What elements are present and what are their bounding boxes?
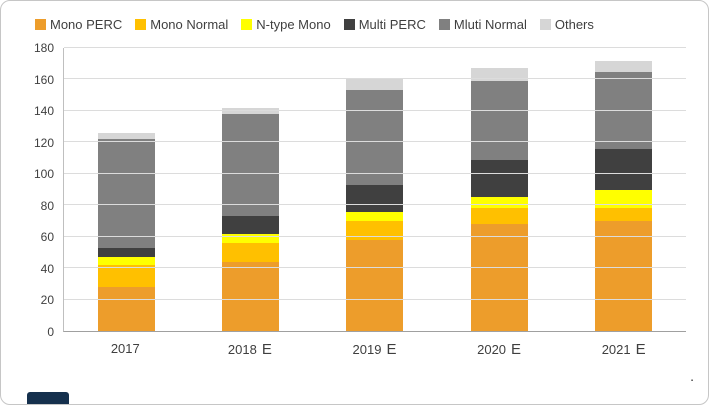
- logo-mark: [27, 392, 69, 404]
- gridline: [64, 235, 686, 237]
- bar-segment-others: [470, 68, 528, 82]
- bar-segment-mono-normal: [97, 264, 155, 287]
- bar-segment-n-type-mono: [346, 211, 404, 221]
- legend-item-mono-perc: Mono PERC: [35, 17, 122, 32]
- bar-column-2021-e: [595, 48, 653, 331]
- bar-segment-n-type-mono: [97, 257, 155, 265]
- year-label: 2019: [352, 342, 382, 357]
- x-axis-labels: 2017 2018 E 2019 E 2020 E 2021 E: [63, 341, 686, 358]
- bar-segment-mono-normal: [595, 208, 653, 221]
- y-tick-label: 40: [40, 261, 54, 276]
- bar-segment-multi-perc: [346, 184, 404, 212]
- bar-segment-multi-perc: [222, 216, 280, 234]
- bar-column-2018-e: [222, 48, 280, 331]
- legend-swatch-mono-perc: [35, 19, 46, 30]
- legend-label: Others: [554, 17, 594, 32]
- y-tick-label: 100: [33, 167, 54, 182]
- bar-segment-mluti-normal: [97, 139, 155, 248]
- y-tick-label: 120: [33, 135, 54, 150]
- year-label: 2018: [227, 342, 257, 357]
- legend-swatch-others: [539, 19, 551, 30]
- bar-segment-mluti-normal: [222, 114, 280, 217]
- x-axis-label-2019-e: 2019 E: [312, 341, 437, 358]
- gridline: [64, 204, 686, 206]
- y-axis-labels: 0 20 40 60 80 100 120 140 160 180: [17, 42, 63, 338]
- legend-label: Multi PERC: [358, 17, 426, 32]
- legend-item-n-type-mono: N-type Mono: [241, 17, 331, 32]
- bar-segment-mono-perc: [346, 239, 404, 331]
- legend-label: Mono Normal: [150, 17, 229, 32]
- bar-segment-others: [97, 132, 155, 140]
- year-label: 2021: [601, 342, 631, 357]
- chart-body: 0 20 40 60 80 100 120 140 160 180 2017 2018 E 2019 E 2…: [17, 42, 686, 358]
- y-tick-label: 180: [33, 41, 54, 55]
- stray-dot: .: [690, 368, 694, 384]
- bar-segment-others: [346, 79, 404, 91]
- gridline: [64, 47, 686, 48]
- y-tick-label: 140: [33, 104, 54, 119]
- x-axis-label-2017: 2017: [63, 341, 188, 358]
- legend-label: Mono PERC: [50, 17, 123, 32]
- bar-column-2020-e: [470, 48, 528, 331]
- legend-swatch-multi-perc: [343, 19, 355, 30]
- bar-column-2017: [97, 48, 155, 331]
- y-tick-label: 160: [33, 72, 54, 87]
- legend-item-mono-normal: Mono Normal: [135, 17, 228, 32]
- plot-area: [63, 47, 686, 332]
- y-tick-label: 60: [40, 230, 54, 245]
- legend-item-multi-perc: Multi PERC: [343, 17, 426, 32]
- chart-legend: Mono PERC Mono Normal N-type Mono Multi PER…: [35, 17, 698, 32]
- bar-segment-multi-perc: [97, 247, 155, 258]
- legend-swatch-mluti-normal: [438, 19, 450, 30]
- x-axis-label-2018-e: 2018 E: [188, 341, 313, 358]
- bar-segment-n-type-mono: [470, 197, 528, 209]
- bar-column-2019-e: [346, 48, 404, 331]
- legend-swatch-mono-normal: [135, 19, 147, 30]
- bar-segment-others: [222, 107, 280, 115]
- gridline: [64, 109, 686, 111]
- legend-item-others: Others: [539, 17, 594, 32]
- gridline: [64, 267, 686, 269]
- gridline: [64, 141, 686, 143]
- legend-item-mluti-normal: Mluti Normal: [438, 17, 527, 32]
- estimate-suffix: E: [261, 341, 272, 358]
- x-axis-label-2021-e: 2021 E: [561, 341, 686, 358]
- bar-segment-mono-perc: [222, 261, 280, 331]
- bar-segment-multi-perc: [595, 148, 653, 190]
- bar-segment-mono-normal: [470, 208, 528, 225]
- year-label: 2017: [110, 341, 140, 356]
- year-label: 2020: [477, 342, 507, 357]
- estimate-suffix: E: [386, 341, 397, 358]
- bar-segment-n-type-mono: [222, 233, 280, 243]
- bar-segment-n-type-mono: [595, 189, 653, 209]
- legend-swatch-n-type-mono: [241, 19, 253, 30]
- bar-segment-others: [595, 60, 653, 72]
- bar-segment-mono-perc: [97, 286, 155, 331]
- bars-layer: [64, 48, 686, 331]
- gridline: [64, 78, 686, 80]
- gridline: [64, 172, 686, 174]
- plot-column: 2017 2018 E 2019 E 2020 E 2021 E: [63, 47, 686, 358]
- y-tick-label: 0: [47, 325, 54, 339]
- estimate-suffix: E: [635, 341, 646, 358]
- bar-segment-mono-perc: [470, 224, 528, 331]
- estimate-suffix: E: [511, 341, 522, 358]
- bar-segment-mono-perc: [595, 220, 653, 331]
- bar-segment-mono-normal: [222, 242, 280, 262]
- bar-segment-mono-normal: [346, 220, 404, 240]
- y-tick-label: 20: [40, 293, 54, 308]
- bar-segment-multi-perc: [470, 159, 528, 198]
- y-tick-label: 80: [40, 198, 54, 213]
- legend-label: Mluti Normal: [453, 17, 527, 32]
- gridline: [64, 298, 686, 300]
- legend-label: N-type Mono: [256, 17, 331, 32]
- bar-segment-mluti-normal: [470, 81, 528, 160]
- x-axis-label-2020-e: 2020 E: [437, 341, 562, 358]
- bar-segment-mluti-normal: [346, 90, 404, 185]
